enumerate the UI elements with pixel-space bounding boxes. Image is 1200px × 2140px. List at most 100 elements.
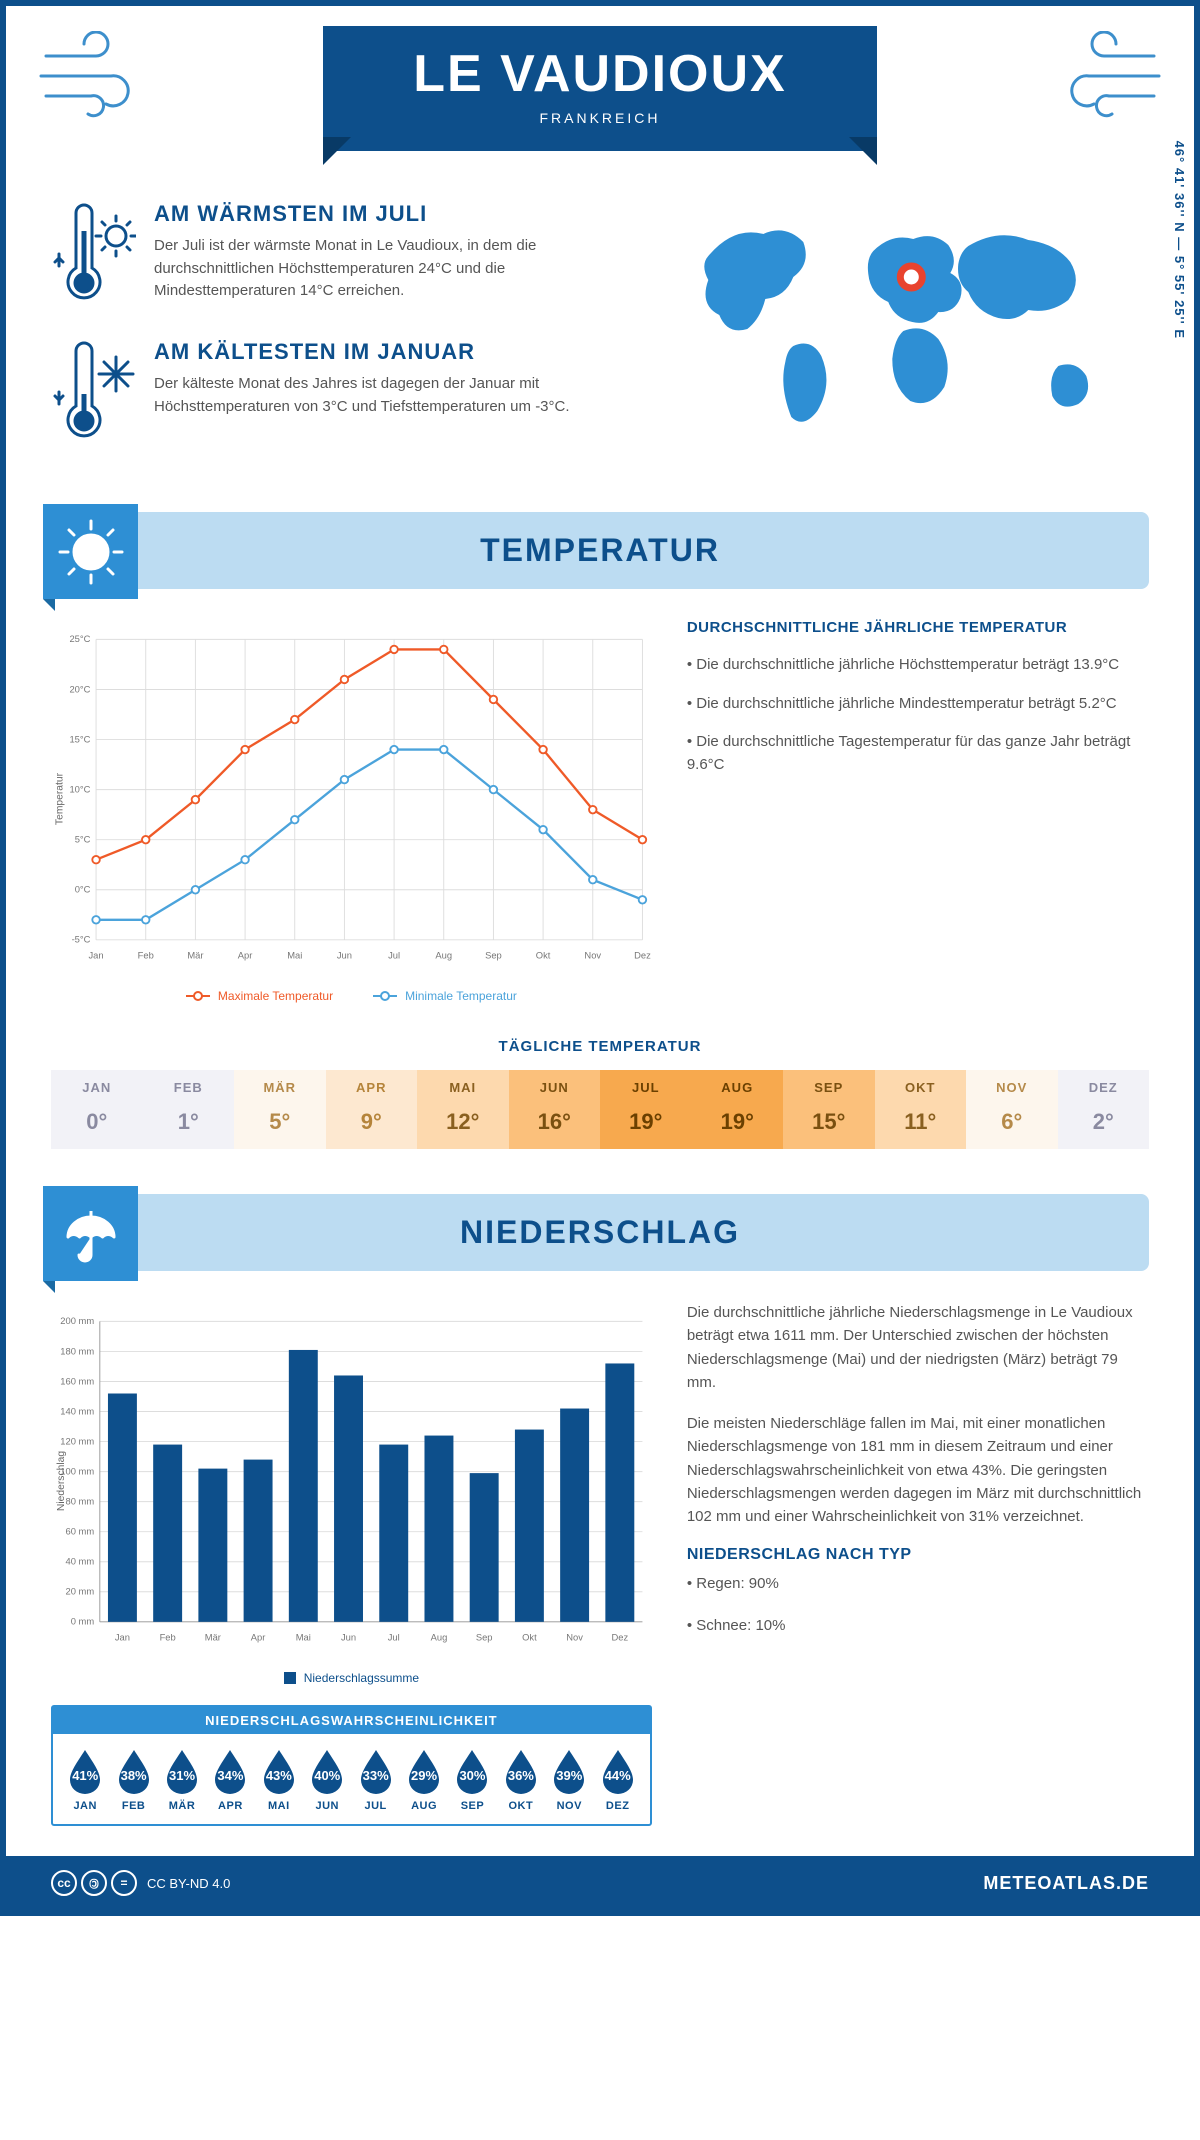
coordinates: 46° 41' 36'' N — 5° 55' 25'' E [1172,141,1187,339]
world-map [668,201,1149,441]
heatmap-cell: MÄR5° [234,1070,326,1149]
svg-text:Okt: Okt [536,951,551,961]
heatmap-cell: OKT11° [875,1070,967,1149]
svg-text:80 mm: 80 mm [66,1496,95,1506]
daily-temp-heatmap: JAN0°FEB1°MÄR5°APR9°MAI12°JUN16°JUL19°AU… [51,1070,1149,1149]
daily-temp-title: TÄGLICHE TEMPERATUR [51,1038,1149,1055]
svg-text:Feb: Feb [160,1633,176,1643]
svg-text:Temperatur: Temperatur [54,772,65,825]
svg-text:5°C: 5°C [75,834,91,844]
precip-text-1: Die durchschnittliche jährliche Niedersc… [687,1301,1149,1394]
svg-text:-5°C: -5°C [72,935,91,945]
temp-info-1: • Die durchschnittliche jährliche Höchst… [687,654,1149,677]
coldest-text: Der kälteste Monat des Jahres ist dagege… [154,373,638,418]
svg-text:25°C: 25°C [69,634,90,644]
svg-text:Apr: Apr [238,951,253,961]
precip-text-2: Die meisten Niederschläge fallen im Mai,… [687,1412,1149,1528]
probability-title: NIEDERSCHLAGSWAHRSCHEINLICHKEIT [53,1707,650,1734]
svg-text:Nov: Nov [566,1633,583,1643]
svg-text:15°C: 15°C [69,734,90,744]
svg-text:Mai: Mai [287,951,302,961]
precip-type-1: • Regen: 90% [687,1572,1149,1595]
svg-text:40 mm: 40 mm [66,1557,95,1567]
probability-cell: 44%DEZ [593,1746,641,1812]
precip-type-heading: NIEDERSCHLAG NACH TYP [687,1546,1149,1564]
probability-cell: 38%FEB [109,1746,157,1812]
svg-text:Jul: Jul [388,951,400,961]
thermometer-hot-icon [51,201,136,311]
precip-bar-chart: 0 mm20 mm40 mm60 mm80 mm100 mm120 mm140 … [51,1301,652,1661]
svg-text:20°C: 20°C [69,684,90,694]
sun-icon [43,504,138,599]
precip-section-header: NIEDERSCHLAG [51,1194,1149,1271]
warmest-heading: AM WÄRMSTEN IM JULI [154,201,638,227]
svg-text:Jul: Jul [388,1633,400,1643]
precip-type-2: • Schnee: 10% [687,1614,1149,1637]
heatmap-cell: NOV6° [966,1070,1058,1149]
probability-box: NIEDERSCHLAGSWAHRSCHEINLICHKEIT 41%JAN38… [51,1705,652,1826]
umbrella-icon [43,1186,138,1281]
svg-text:120 mm: 120 mm [60,1436,94,1446]
svg-text:Okt: Okt [522,1633,537,1643]
legend-max: Maximale Temperatur [218,989,333,1003]
site-name: METEOATLAS.DE [983,1873,1149,1894]
svg-text:20 mm: 20 mm [66,1587,95,1597]
heatmap-cell: JAN0° [51,1070,143,1149]
probability-cell: 39%NOV [545,1746,593,1812]
wind-icon [36,31,156,121]
svg-text:Jun: Jun [341,1633,356,1643]
probability-cell: 30%SEP [448,1746,496,1812]
svg-text:0 mm: 0 mm [71,1617,95,1627]
temp-info-heading: DURCHSCHNITTLICHE JÄHRLICHE TEMPERATUR [687,619,1149,636]
svg-text:Sep: Sep [485,951,502,961]
svg-text:Apr: Apr [251,1633,266,1643]
svg-text:180 mm: 180 mm [60,1346,94,1356]
probability-cell: 33%JUL [351,1746,399,1812]
svg-text:Mai: Mai [296,1633,311,1643]
temperature-line-chart: -5°C0°C5°C10°C15°C20°C25°CJanFebMärAprMa… [51,619,652,979]
precip-title: NIEDERSCHLAG [51,1214,1149,1251]
probability-cell: 29%AUG [400,1746,448,1812]
svg-text:60 mm: 60 mm [66,1527,95,1537]
probability-cell: 40%JUN [303,1746,351,1812]
warmest-fact: AM WÄRMSTEN IM JULI Der Juli ist der wär… [51,201,638,311]
nd-icon: = [111,1870,137,1896]
heatmap-cell: DEZ2° [1058,1070,1150,1149]
probability-cell: 43%MAI [255,1746,303,1812]
wind-icon [1044,31,1164,121]
page-title: LE VAUDIOUX [413,44,787,104]
svg-text:Feb: Feb [138,951,154,961]
heatmap-cell: JUL19° [600,1070,692,1149]
license-text: CC BY-ND 4.0 [147,1876,230,1891]
svg-text:160 mm: 160 mm [60,1376,94,1386]
title-ribbon: LE VAUDIOUX FRANKREICH [323,26,877,151]
coldest-heading: AM KÄLTESTEN IM JANUAR [154,339,638,365]
probability-cell: 34%APR [206,1746,254,1812]
thermometer-cold-icon [51,339,136,449]
temperature-title: TEMPERATUR [51,532,1149,569]
svg-text:Jun: Jun [337,951,352,961]
cc-icon: cc [51,1870,77,1896]
heatmap-cell: MAI12° [417,1070,509,1149]
svg-text:Mär: Mär [187,951,203,961]
precip-legend: Niederschlagssumme [51,1671,652,1685]
temp-info-2: • Die durchschnittliche jährliche Mindes… [687,693,1149,716]
svg-text:Niederschlag: Niederschlag [56,1451,67,1511]
header: LE VAUDIOUX FRANKREICH [6,6,1194,181]
svg-text:Dez: Dez [611,1633,628,1643]
heatmap-cell: SEP15° [783,1070,875,1149]
svg-text:Dez: Dez [634,951,651,961]
probability-cell: 41%JAN [61,1746,109,1812]
legend-precip: Niederschlagssumme [304,1671,419,1685]
temp-info-3: • Die durchschnittliche Tagestemperatur … [687,731,1149,776]
heatmap-cell: JUN16° [509,1070,601,1149]
svg-text:Sep: Sep [476,1633,493,1643]
svg-text:10°C: 10°C [69,784,90,794]
probability-cell: 31%MÄR [158,1746,206,1812]
svg-text:140 mm: 140 mm [60,1406,94,1416]
svg-text:Aug: Aug [431,1633,448,1643]
svg-text:Jan: Jan [115,1633,130,1643]
svg-text:Jan: Jan [88,951,103,961]
svg-text:200 mm: 200 mm [60,1316,94,1326]
svg-text:Nov: Nov [584,951,601,961]
